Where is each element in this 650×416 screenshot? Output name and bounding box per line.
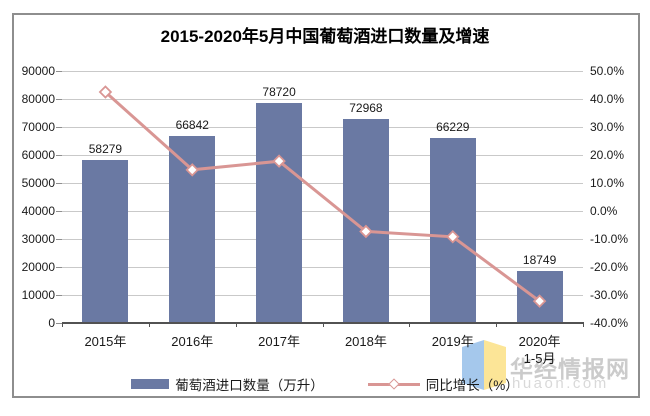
x-axis-tick-mark: [496, 323, 498, 327]
y-axis-right-tick-label: -10.0%: [590, 232, 629, 246]
bar-value-label: 66842: [175, 117, 209, 132]
x-axis-category-sublabel: 1-5月: [523, 351, 556, 366]
x-axis-category-label: 2016年: [171, 334, 214, 349]
gridline: [62, 127, 583, 128]
y-axis-right-tick-label: 0.0%: [590, 204, 618, 218]
y-axis-left-tick-label: 10000: [21, 288, 55, 302]
x-axis-tick-mark: [583, 323, 584, 327]
bar-2016年: [169, 135, 216, 323]
y-axis-right-tick-label: -20.0%: [590, 260, 629, 274]
y-axis-tick-mark: [56, 155, 62, 156]
y-axis-left-tick-label: 70000: [21, 120, 55, 134]
x-axis-category-label: 2017年: [258, 334, 301, 349]
bar-value-label: 66229: [436, 119, 470, 134]
y-axis-right-tick-label: 40.0%: [590, 92, 625, 106]
y-axis-right-tick-label: 20.0%: [590, 148, 625, 162]
x-axis-tick-mark: [62, 323, 63, 327]
y-axis-tick-mark: [56, 183, 62, 184]
watermark-site-url: huaon.com: [512, 375, 609, 392]
line-series-swatch: [367, 378, 420, 390]
y-axis-tick-mark: [56, 211, 62, 212]
y-axis-tick-mark: [56, 295, 62, 296]
legend-item-yoy-growth: 同比增长（%）: [367, 374, 519, 394]
watermark-logo-icon: [462, 340, 506, 390]
bar-2019年: [429, 137, 476, 323]
y-axis-left-tick-label: 30000: [21, 232, 55, 246]
y-axis-tick-mark: [56, 323, 62, 324]
y-axis-right-tick-label: 10.0%: [590, 176, 625, 190]
bar-value-label: 72968: [349, 100, 383, 115]
x-axis-category-label: 2015年: [84, 334, 127, 349]
bar-2018年: [342, 118, 389, 323]
y-axis-left-tick-label: 50000: [21, 176, 55, 190]
x-axis-category-label: 2018年: [344, 334, 387, 349]
watermark-logo-yellow-page: [484, 340, 506, 390]
watermark: 华经情报网 huaon.com: [460, 338, 645, 396]
watermark-logo-blue-page: [462, 340, 484, 390]
y-axis-right-tick-label: -40.0%: [590, 316, 629, 330]
gridline: [62, 155, 583, 156]
diamond-marker-icon: [388, 378, 400, 390]
legend: 葡萄酒进口数量（万升） 同比增长（%）: [0, 374, 650, 394]
bar-value-label: 58279: [88, 141, 123, 156]
bar-value-label: 18749: [522, 252, 557, 267]
y-axis-tick-mark: [56, 71, 62, 72]
y-axis-tick-mark: [56, 267, 62, 268]
y-axis-tick-mark: [56, 99, 62, 100]
watermark-site-name: 华经情报网: [510, 356, 630, 382]
x-axis-category-label: 2019年: [431, 334, 474, 349]
y-axis-left-tick-label: 90000: [21, 64, 55, 78]
gridline: [62, 71, 583, 72]
y-axis-left-tick-label: 80000: [21, 92, 55, 106]
legend-label-yoy-growth: 同比增长（%）: [425, 378, 519, 393]
chart-outer-border: [12, 13, 640, 398]
legend-item-import-volume: 葡萄酒进口数量（万升）: [131, 374, 324, 394]
gridline: [62, 267, 583, 268]
y-axis-right-tick-label: 30.0%: [590, 120, 625, 134]
gridline: [62, 239, 583, 240]
bar-2015年: [82, 159, 129, 323]
y-axis-left-tick-label: 0: [48, 316, 55, 330]
y-axis-tick-mark: [56, 127, 62, 128]
bar-2017年: [256, 102, 303, 323]
plot-area: [62, 71, 583, 323]
x-axis-tick-mark: [235, 323, 237, 327]
y-axis-right-tick-label: -30.0%: [590, 288, 629, 302]
bar-2020年: [516, 270, 563, 323]
y-axis-right-tick-label: 50.0%: [590, 64, 625, 78]
gridline: [62, 99, 583, 100]
x-axis-tick-mark: [148, 323, 150, 327]
legend-label-import-volume: 葡萄酒进口数量（万升）: [175, 378, 324, 393]
gridline: [62, 183, 583, 184]
bar-value-label: 78720: [262, 84, 296, 99]
bar-series-swatch: [131, 379, 170, 389]
y-axis-left-tick-label: 20000: [21, 260, 55, 274]
x-axis-tick-mark: [409, 323, 411, 327]
gridline: [62, 211, 583, 212]
chart-title: 2015-2020年5月中国葡萄酒进口数量及增速: [160, 27, 490, 46]
y-axis-left-tick-label: 40000: [21, 204, 55, 218]
gridline: [62, 295, 583, 296]
y-axis-tick-mark: [56, 239, 62, 240]
x-axis-tick-mark: [322, 323, 324, 327]
x-axis-category-label: 2020年: [518, 334, 561, 349]
y-axis-left-tick-label: 60000: [21, 148, 55, 162]
